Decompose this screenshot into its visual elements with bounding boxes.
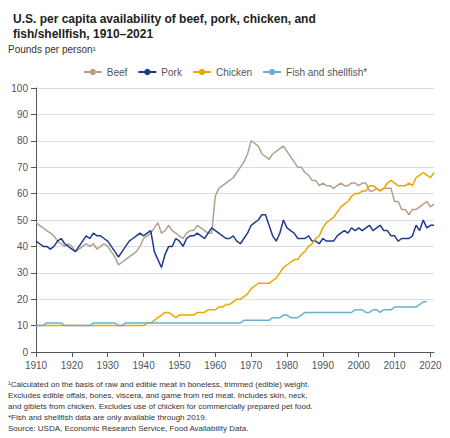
svg-text:Pork: Pork bbox=[161, 67, 183, 78]
svg-text:1990: 1990 bbox=[312, 360, 335, 371]
svg-text:30: 30 bbox=[17, 267, 29, 278]
svg-text:80: 80 bbox=[17, 135, 29, 146]
svg-text:Source: USDA, Economic Researc: Source: USDA, Economic Research Service,… bbox=[8, 424, 248, 433]
svg-text:Pounds per person¹: Pounds per person¹ bbox=[8, 44, 97, 55]
svg-text:Excludes edible offals, bones,: Excludes edible offals, bones, viscera, … bbox=[8, 391, 308, 400]
svg-text:50: 50 bbox=[17, 215, 29, 226]
svg-text:10: 10 bbox=[17, 320, 29, 331]
svg-text:fish/shellfish, 1910–2021: fish/shellfish, 1910–2021 bbox=[13, 27, 153, 41]
svg-text:U.S. per capita availability o: U.S. per capita availability of beef, po… bbox=[13, 12, 316, 26]
svg-text:70: 70 bbox=[17, 162, 29, 173]
svg-text:1960: 1960 bbox=[204, 360, 227, 371]
svg-text:Chicken: Chicken bbox=[216, 67, 252, 78]
svg-text:1920: 1920 bbox=[61, 360, 84, 371]
svg-text:¹Calculated on the basis of ra: ¹Calculated on the basis of raw and edib… bbox=[8, 380, 310, 389]
svg-text:*Fish and shellfish data are o: *Fish and shellfish data are only availa… bbox=[8, 413, 207, 422]
svg-text:Fish and shellfish*: Fish and shellfish* bbox=[286, 67, 367, 78]
svg-text:1910: 1910 bbox=[25, 360, 48, 371]
svg-text:1970: 1970 bbox=[240, 360, 263, 371]
svg-text:40: 40 bbox=[17, 241, 29, 252]
svg-text:1930: 1930 bbox=[97, 360, 120, 371]
svg-text:2000: 2000 bbox=[348, 360, 371, 371]
svg-text:2020: 2020 bbox=[419, 360, 442, 371]
svg-text:1980: 1980 bbox=[276, 360, 299, 371]
svg-text:Beef: Beef bbox=[107, 67, 128, 78]
svg-text:0: 0 bbox=[22, 347, 28, 358]
svg-text:20: 20 bbox=[17, 294, 29, 305]
svg-text:90: 90 bbox=[17, 109, 29, 120]
svg-text:and giblets from chicken. Excl: and giblets from chicken. Excludes use o… bbox=[8, 402, 313, 411]
svg-text:2010: 2010 bbox=[383, 360, 406, 371]
svg-text:100: 100 bbox=[11, 83, 28, 94]
svg-text:60: 60 bbox=[17, 188, 29, 199]
svg-text:1940: 1940 bbox=[132, 360, 155, 371]
svg-text:1950: 1950 bbox=[168, 360, 191, 371]
